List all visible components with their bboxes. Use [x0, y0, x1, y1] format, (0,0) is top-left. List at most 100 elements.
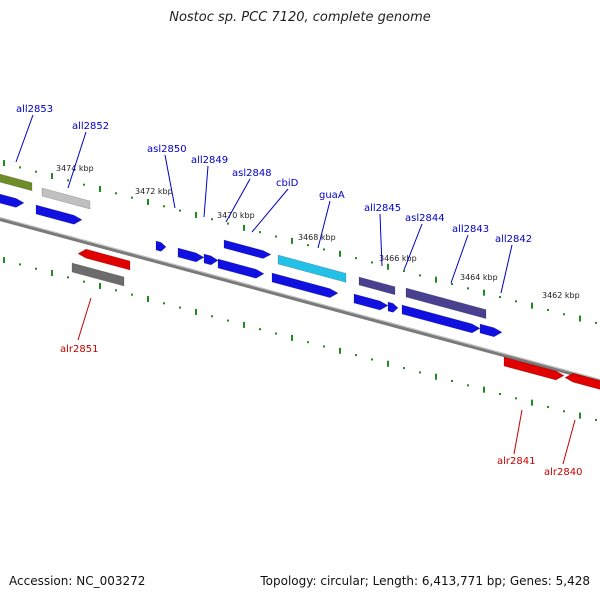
- gene-label-cbiD[interactable]: cbiD: [276, 178, 299, 189]
- scale-tick: [163, 302, 165, 305]
- scale-tick: [179, 306, 181, 309]
- cds-feature: [35, 204, 83, 225]
- scale-tick: [19, 166, 21, 169]
- scale-tick: [115, 192, 117, 195]
- gene-label-all2845[interactable]: all2845: [364, 203, 401, 214]
- scale-tick: [67, 276, 69, 279]
- scale-tick: [35, 267, 37, 270]
- scale-tick: [323, 345, 325, 348]
- scale-tick: [371, 261, 373, 264]
- gene-leader-line: [562, 419, 576, 465]
- scale-tick: [451, 283, 453, 286]
- gene-red-feature: [77, 248, 131, 271]
- scale-label: 3468 kbp: [298, 233, 336, 242]
- cds-feature: [387, 301, 399, 313]
- scale-tick: [579, 412, 581, 419]
- scale-tick: [83, 280, 85, 283]
- scale-tick: [483, 289, 485, 296]
- gene-label-all2852[interactable]: all2852: [72, 121, 109, 132]
- cds-feature: [0, 193, 25, 208]
- cds-feature: [177, 247, 205, 263]
- gene-label-asl2848[interactable]: asl2848: [232, 168, 272, 179]
- gene-all2845-feature: [358, 276, 396, 296]
- scale-tick: [227, 222, 229, 225]
- gene-all2843-feature: [405, 287, 487, 319]
- scale-tick: [371, 358, 373, 361]
- gene-leader-line: [403, 223, 423, 271]
- map-title: Nostoc sp. PCC 7120, complete genome: [169, 10, 431, 25]
- gene-alr2841-feature: [503, 356, 565, 381]
- scale-tick: [387, 360, 389, 367]
- cds-feature: [155, 240, 167, 252]
- gene-label-all2849[interactable]: all2849: [191, 155, 228, 166]
- cds-feature: [401, 304, 481, 334]
- scale-tick: [67, 179, 69, 182]
- scale-tick: [531, 399, 533, 406]
- gene-label-asl2850[interactable]: asl2850: [147, 144, 187, 155]
- scale-tick: [595, 418, 597, 421]
- scale-tick: [387, 263, 389, 270]
- cds-feature: [217, 258, 265, 279]
- gene-leader-line: [450, 234, 469, 284]
- gene-label-guaA[interactable]: guaA: [319, 190, 345, 201]
- scale-tick: [579, 315, 581, 322]
- gene-leader-line: [67, 131, 87, 189]
- scale-tick: [259, 231, 261, 234]
- gene-guaA-feature: [277, 254, 347, 283]
- scale-tick: [547, 405, 549, 408]
- scale-tick: [419, 274, 421, 277]
- scale-tick: [499, 296, 501, 298]
- scale-tick: [3, 257, 5, 264]
- gene-asl2848-feature: [223, 239, 272, 259]
- gene-label-all2853[interactable]: all2853: [16, 104, 53, 115]
- gene-label-alr2851[interactable]: alr2851: [60, 344, 98, 355]
- scale-tick: [339, 250, 341, 257]
- scale-tick: [259, 328, 261, 331]
- gene-leader-line: [251, 188, 289, 233]
- scale-tick: [563, 410, 565, 413]
- gene-label-all2843[interactable]: all2843: [452, 224, 489, 235]
- scale-tick: [147, 295, 149, 302]
- scale-tick: [323, 248, 325, 251]
- scale-tick: [355, 257, 357, 260]
- scale-tick: [291, 334, 293, 341]
- cds-feature: [479, 323, 503, 338]
- cds-feature: [203, 253, 219, 266]
- scale-label: 3464 kbp: [460, 273, 498, 282]
- scale-tick: [531, 302, 533, 309]
- cds-feature: [271, 272, 339, 298]
- scale-tick: [563, 313, 565, 316]
- scale-label: 3474 kbp: [56, 164, 94, 173]
- scale-tick: [435, 276, 437, 283]
- gene-leader-line: [513, 409, 523, 455]
- scale-tick: [547, 308, 549, 311]
- scale-label: 3466 kbp: [379, 254, 417, 263]
- scale-tick: [483, 386, 485, 393]
- scale-tick: [195, 308, 197, 315]
- gene-label-alr2840[interactable]: alr2840: [544, 467, 582, 478]
- scale-tick: [275, 332, 277, 335]
- gene-leader-line: [500, 244, 513, 294]
- cds-feature: [353, 293, 389, 311]
- scale-tick: [115, 289, 117, 292]
- scale-tick: [83, 183, 85, 186]
- scale-tick: [515, 300, 517, 303]
- scale-tick: [403, 270, 405, 273]
- gene-label-all2842[interactable]: all2842: [495, 234, 532, 245]
- scale-tick: [435, 373, 437, 380]
- genome-summary-text: Topology: circular; Length: 6,413,771 bp…: [260, 574, 590, 588]
- gene-label-asl2844[interactable]: asl2844: [405, 213, 445, 224]
- gene-leader-line: [225, 178, 251, 223]
- lower-scale-row: [3, 257, 597, 421]
- scale-tick: [51, 270, 53, 277]
- scale-tick: [307, 341, 309, 344]
- scale-tick: [211, 218, 213, 221]
- gene-label-alr2841[interactable]: alr2841: [497, 456, 535, 467]
- scale-tick: [419, 371, 421, 374]
- gene-leader-line: [317, 200, 331, 249]
- gene-alr2840-feature: [564, 372, 600, 390]
- scale-tick: [179, 209, 181, 212]
- scale-tick: [51, 173, 53, 180]
- genome-backbone: [0, 217, 600, 383]
